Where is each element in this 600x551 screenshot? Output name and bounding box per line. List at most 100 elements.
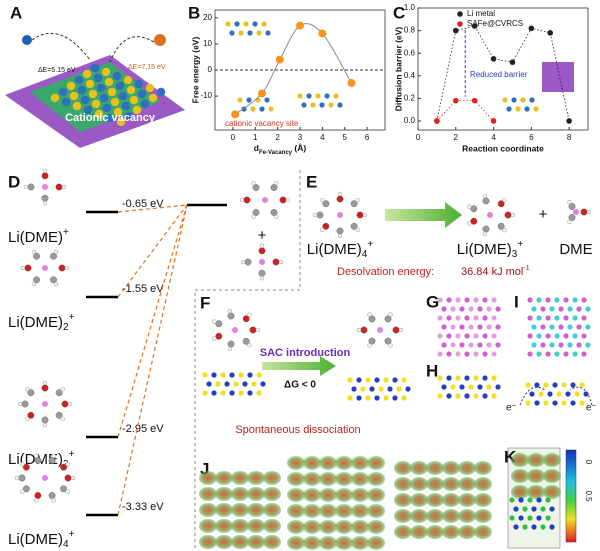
atom [256, 390, 262, 396]
density [426, 477, 444, 491]
atom [482, 231, 488, 237]
atom [53, 281, 59, 287]
atom [41, 384, 49, 392]
atom [545, 497, 551, 503]
density [263, 503, 281, 517]
atom [527, 497, 533, 503]
atom [202, 372, 208, 378]
atom [455, 375, 461, 381]
atom [374, 377, 380, 383]
atom [268, 106, 274, 112]
atom [243, 21, 249, 27]
density [287, 488, 305, 502]
atom [455, 297, 461, 303]
atom [531, 324, 537, 330]
atom [441, 342, 447, 348]
label-unit: (Å) [292, 143, 306, 153]
atom [148, 93, 158, 103]
atom [244, 258, 252, 266]
atom [446, 315, 452, 321]
density [458, 525, 476, 539]
density [442, 509, 460, 523]
density [319, 488, 337, 502]
atom [491, 375, 497, 381]
atom [123, 75, 133, 85]
atom [233, 381, 239, 387]
atom [355, 227, 360, 233]
panel-label: I [514, 292, 519, 311]
label-subscript: Fe-Vacancy [259, 150, 293, 156]
legend-label: SAFe@CVRCS [467, 19, 523, 28]
atom [65, 489, 70, 494]
atom [65, 462, 70, 467]
atom [322, 222, 330, 230]
atom [132, 105, 142, 115]
atom [374, 395, 380, 401]
point [490, 56, 497, 62]
atom [77, 85, 87, 95]
atom [524, 106, 530, 112]
density [511, 485, 529, 499]
y-axis-label: Diffusion barrier (eV) [393, 27, 403, 112]
atom [347, 377, 353, 383]
atom [23, 184, 29, 190]
atom [525, 400, 531, 406]
y-tick-label: 0.0 [404, 116, 416, 125]
colorbar-label: 0.5 [584, 490, 593, 502]
species-label: Li(DME)2+ [8, 312, 75, 333]
atom [567, 219, 572, 225]
atom [477, 384, 483, 390]
atom [536, 497, 542, 503]
atom [491, 333, 497, 339]
density [231, 535, 249, 549]
atom [525, 382, 531, 388]
atom [583, 391, 589, 397]
atom [27, 183, 35, 191]
atom [60, 386, 65, 392]
atom [252, 209, 260, 216]
atom [99, 93, 109, 103]
atom [69, 91, 79, 101]
atom [243, 196, 251, 204]
atom [319, 102, 325, 108]
atom [468, 324, 474, 330]
atom [55, 183, 63, 191]
atom [549, 306, 555, 312]
density [367, 520, 385, 534]
atom [554, 297, 560, 303]
atom [227, 346, 233, 352]
atom [33, 252, 40, 260]
species-label: DME [559, 241, 592, 258]
atom [536, 333, 542, 339]
electron: e⁻ [506, 403, 517, 414]
atom [527, 333, 533, 339]
density [319, 456, 337, 470]
density [319, 536, 337, 550]
atom [495, 324, 501, 330]
atom [531, 524, 537, 530]
density [442, 477, 460, 491]
density [367, 488, 385, 502]
density [410, 509, 428, 523]
atom [504, 211, 512, 219]
x-tick-label: 0 [231, 133, 236, 142]
atom [20, 265, 26, 271]
atom [113, 107, 123, 117]
density [351, 456, 369, 470]
panel-label: B [188, 3, 200, 22]
atom [543, 400, 549, 406]
atom [567, 199, 572, 205]
x-tick-label: 5 [343, 133, 348, 142]
atom [93, 73, 103, 83]
atom [549, 524, 555, 530]
atom [506, 106, 512, 112]
atom [22, 463, 30, 471]
density [303, 520, 321, 534]
density [426, 525, 444, 539]
atom [455, 351, 461, 357]
atom [552, 400, 558, 406]
density [215, 487, 233, 501]
atom [27, 411, 35, 419]
subscript: 3 [512, 249, 518, 260]
